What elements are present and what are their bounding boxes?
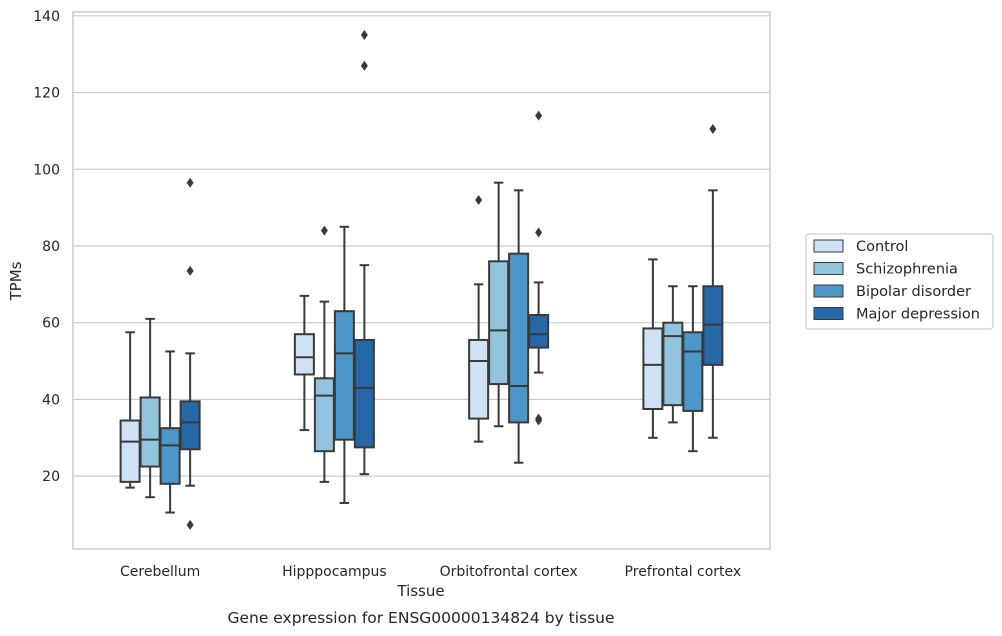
legend: Control Schizophrenia Bipolar disorder Majo… bbox=[805, 233, 994, 330]
iqr-box bbox=[642, 327, 664, 410]
legend-frame bbox=[805, 233, 994, 330]
outlier-point bbox=[186, 177, 194, 188]
y-tick-label: 120 bbox=[33, 86, 60, 102]
box-control bbox=[119, 331, 141, 489]
box-major-depression bbox=[353, 30, 375, 476]
boxes-layer bbox=[119, 30, 724, 530]
legend-swatch bbox=[813, 307, 844, 320]
y-tick-label: 100 bbox=[33, 162, 60, 178]
legend-label: Major depression bbox=[856, 307, 980, 323]
box-schizophrenia bbox=[662, 285, 684, 424]
box-control bbox=[468, 194, 490, 443]
outlier-point bbox=[360, 60, 368, 71]
box-control bbox=[293, 294, 315, 432]
iqr-box bbox=[313, 377, 335, 453]
outlier-point bbox=[535, 110, 543, 121]
outlier-point bbox=[709, 123, 717, 134]
iqr-box bbox=[159, 427, 181, 485]
plot-frame bbox=[72, 11, 771, 550]
iqr-box bbox=[488, 260, 510, 386]
outlier-point bbox=[186, 519, 194, 530]
iqr-box bbox=[528, 314, 550, 349]
legend-swatch bbox=[813, 262, 844, 275]
legend-label: Control bbox=[856, 239, 908, 255]
x-axis-title: Tissue bbox=[396, 582, 444, 600]
iqr-box bbox=[333, 310, 355, 441]
y-tick-label: 40 bbox=[42, 392, 60, 408]
box-schizophrenia bbox=[139, 317, 161, 499]
y-tick-label: 60 bbox=[42, 316, 60, 332]
outlier-point bbox=[186, 265, 194, 276]
iqr-box bbox=[682, 331, 704, 412]
outlier-point bbox=[320, 225, 328, 236]
box-major-depression bbox=[702, 123, 724, 439]
iqr-box bbox=[293, 333, 315, 376]
y-tick-label: 80 bbox=[42, 239, 60, 255]
iqr-box bbox=[353, 338, 375, 449]
outlier-point bbox=[475, 194, 483, 205]
box-bipolar-disorder bbox=[159, 350, 181, 514]
box-bipolar-disorder bbox=[682, 285, 704, 453]
iqr-box bbox=[662, 321, 684, 407]
box-major-depression bbox=[528, 110, 550, 426]
outlier-point bbox=[360, 30, 368, 41]
outlier-point bbox=[535, 227, 543, 238]
box-schizophrenia bbox=[488, 181, 510, 428]
box-bipolar-disorder bbox=[508, 189, 530, 464]
box-major-depression bbox=[179, 177, 201, 530]
iqr-box bbox=[139, 396, 161, 468]
y-axis-title: TPMs bbox=[7, 261, 25, 301]
y-axis-ticks: 20 40 60 80 100 120 140 bbox=[33, 9, 60, 485]
y-tick-label: 20 bbox=[42, 469, 60, 485]
y-tick-label: 140 bbox=[33, 9, 60, 25]
legend-label: Bipolar disorder bbox=[856, 284, 971, 300]
gridlines bbox=[73, 15, 770, 477]
legend-swatch bbox=[813, 284, 844, 298]
chart-caption: Gene expression for ENSG00000134824 by t… bbox=[227, 609, 614, 627]
iqr-box bbox=[468, 338, 490, 420]
x-tick-label: Hipppocampus bbox=[282, 564, 387, 580]
legend-swatch bbox=[813, 239, 844, 253]
box-schizophrenia bbox=[313, 225, 335, 483]
x-axis-ticks: Cerebellum Hipppocampus Orbitofrontal cort… bbox=[120, 564, 741, 580]
box-control bbox=[642, 258, 664, 439]
x-tick-label: Cerebellum bbox=[120, 564, 200, 580]
x-tick-label: Prefrontal cortex bbox=[625, 564, 742, 580]
legend-label: Schizophrenia bbox=[856, 262, 958, 278]
iqr-box bbox=[119, 419, 141, 483]
x-tick-label: Orbitofrontal cortex bbox=[440, 564, 578, 580]
iqr-box bbox=[179, 400, 201, 451]
outlier-point bbox=[535, 415, 543, 426]
iqr-box bbox=[508, 252, 530, 424]
box-bipolar-disorder bbox=[333, 225, 355, 504]
